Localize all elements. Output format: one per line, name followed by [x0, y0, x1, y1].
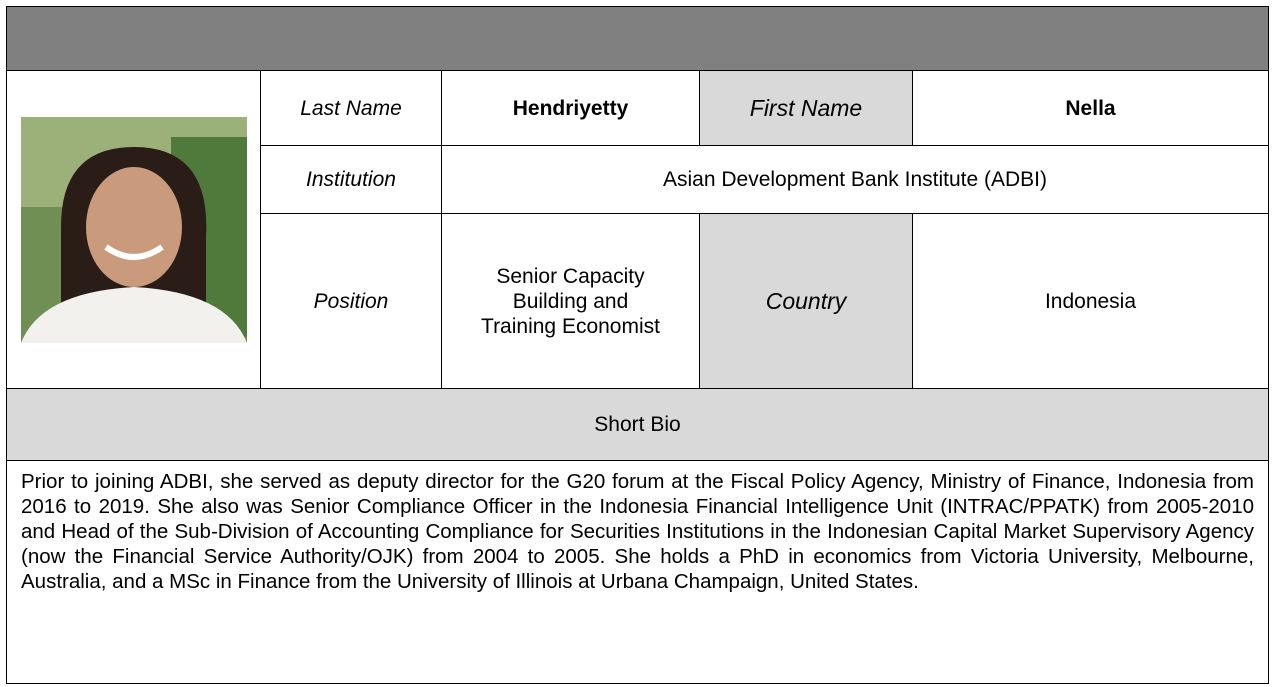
photo — [20, 116, 247, 343]
bio-heading: Short Bio — [6, 388, 1269, 461]
label: Last Name — [260, 70, 442, 146]
value: Asian Development Bank Institute (ADBI) — [441, 145, 1269, 214]
label: Position — [260, 213, 442, 389]
header-bar — [6, 6, 1269, 71]
value: Nella — [912, 70, 1269, 146]
label: First Name — [699, 70, 913, 146]
bio-text: Prior to joining ADBI, she served as dep… — [6, 460, 1269, 684]
position-text: Senior Capacity Building and Training Ec… — [481, 264, 660, 338]
value: Indonesia — [912, 213, 1269, 389]
label: Institution — [260, 145, 442, 214]
photo-cell — [6, 70, 261, 389]
value: Hendriyetty — [441, 70, 700, 146]
label: Country — [699, 213, 913, 389]
value: Senior Capacity Building and Training Ec… — [441, 213, 700, 389]
